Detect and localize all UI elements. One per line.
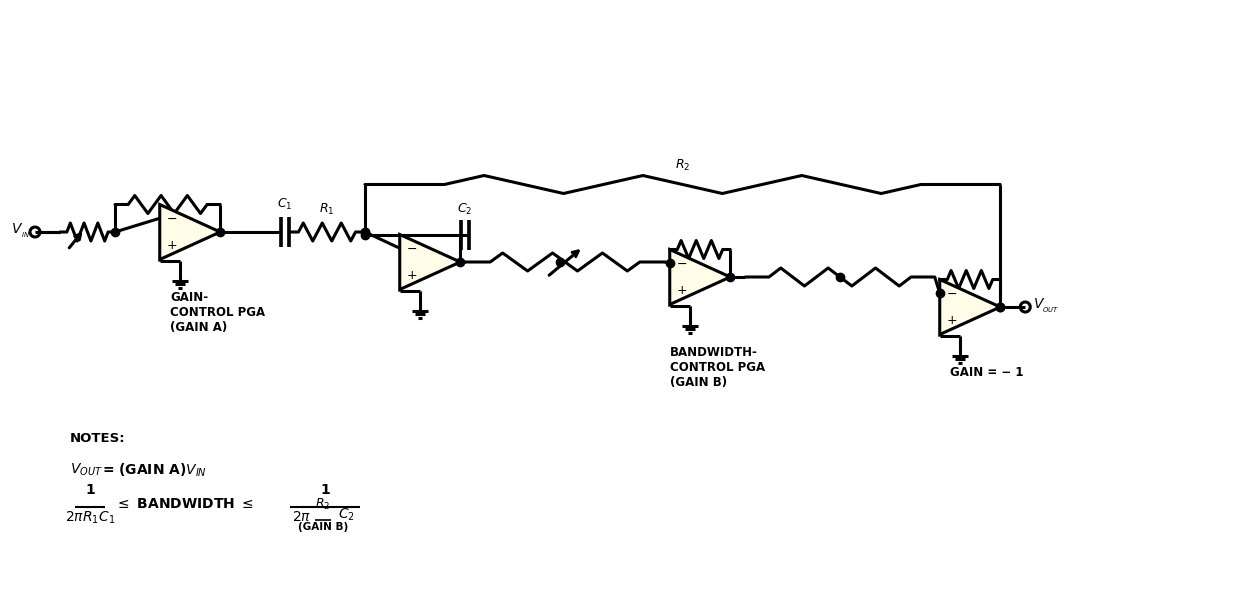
Text: $_{OUT}$: $_{OUT}$ [1042,305,1059,315]
Text: $+$: $+$ [676,284,687,297]
Text: NOTES:: NOTES: [70,432,125,445]
Text: $-$: $-$ [945,287,956,300]
Text: $V_{OUT}$: $V_{OUT}$ [70,462,103,478]
Polygon shape [400,234,461,289]
Text: $V$: $V$ [11,222,24,236]
Text: $\leq$ BANDWIDTH $\leq$: $\leq$ BANDWIDTH $\leq$ [116,497,255,511]
Text: $-$: $-$ [165,212,176,225]
Text: BANDWIDTH-: BANDWIDTH- [669,346,758,359]
Text: $+$: $+$ [165,239,178,252]
Polygon shape [669,249,730,304]
Text: 1: 1 [320,483,330,497]
Text: $-$: $-$ [676,257,687,270]
Polygon shape [940,279,1000,334]
Text: (GAIN B): (GAIN B) [669,375,727,388]
Text: (GAIN A): (GAIN A) [170,320,227,333]
Text: (GAIN B): (GAIN B) [298,522,348,532]
Text: $-$: $-$ [406,242,417,255]
Text: $R_1$: $R_1$ [319,202,334,217]
Text: $_{IN}$: $_{IN}$ [21,230,30,240]
Text: $C_2$: $C_2$ [457,201,473,217]
Text: GAIN = − 1: GAIN = − 1 [950,365,1023,378]
Text: $2\pi R_1C_1$: $2\pi R_1C_1$ [65,510,116,526]
Text: CONTROL PGA: CONTROL PGA [669,361,765,374]
Text: $R_2$: $R_2$ [674,157,691,172]
Text: $+$: $+$ [406,269,417,282]
Text: 1: 1 [86,483,94,497]
Text: $2\pi$: $2\pi$ [292,510,312,524]
Polygon shape [160,204,220,259]
Text: CONTROL PGA: CONTROL PGA [170,305,265,318]
Text: $C_1$: $C_1$ [277,197,293,212]
Text: $V$: $V$ [1033,297,1046,311]
Text: $C_2$: $C_2$ [338,507,355,523]
Text: $+$: $+$ [945,314,958,327]
Text: $R_2$: $R_2$ [315,497,330,512]
Text: = (GAIN A)$V_{IN}$: = (GAIN A)$V_{IN}$ [102,462,207,480]
Text: GAIN-: GAIN- [170,291,209,304]
